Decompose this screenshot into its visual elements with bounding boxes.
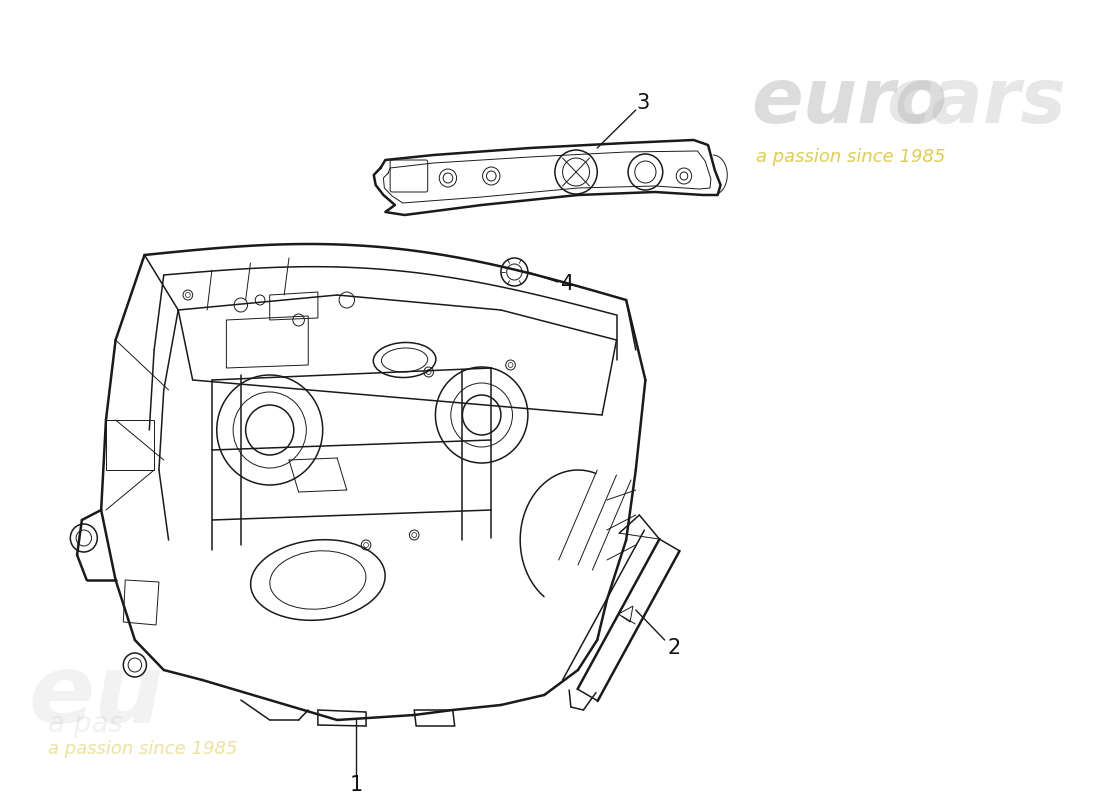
Text: eu: eu [29, 650, 164, 743]
Text: a passion since 1985: a passion since 1985 [756, 148, 946, 166]
Text: 2: 2 [668, 638, 681, 658]
Text: 1: 1 [350, 775, 363, 795]
Text: 4: 4 [561, 274, 574, 294]
Text: a passion since 1985: a passion since 1985 [48, 740, 238, 758]
Text: a pas: a pas [48, 710, 123, 738]
Text: 3: 3 [637, 93, 650, 113]
Text: euro: euro [751, 65, 947, 139]
Text: cars: cars [887, 65, 1066, 139]
